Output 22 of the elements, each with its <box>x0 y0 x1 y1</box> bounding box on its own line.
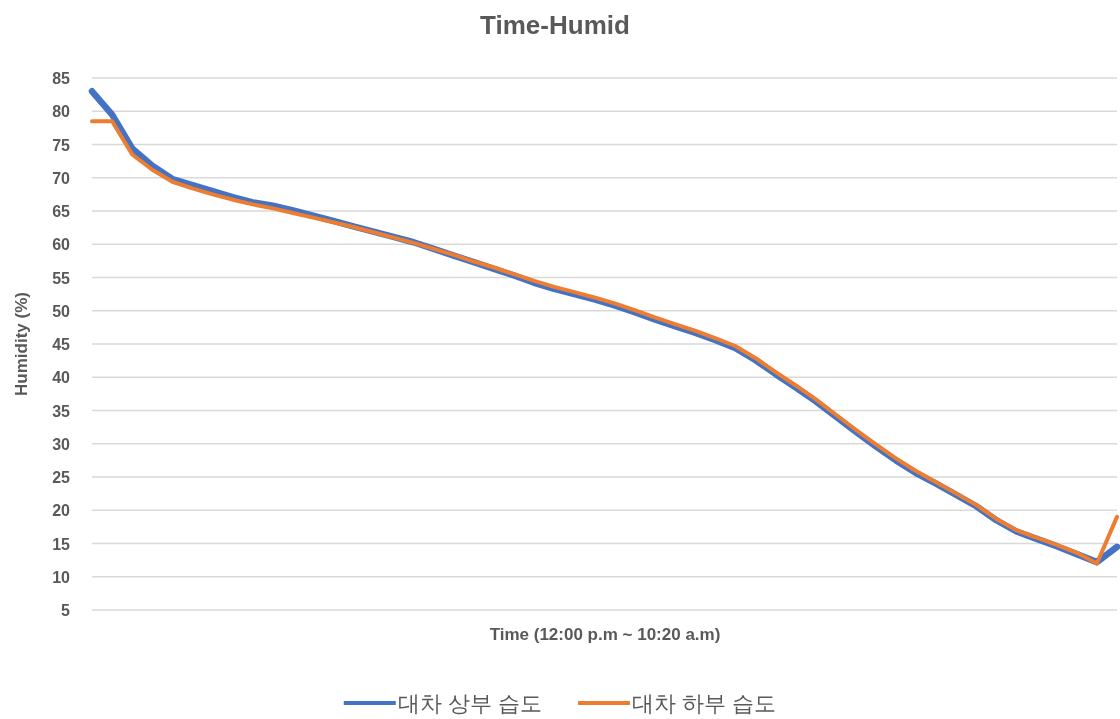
y-tick-label: 60 <box>52 236 71 254</box>
legend-label: 대차 상부 습도 <box>397 691 542 716</box>
y-tick-label: 35 <box>52 402 71 420</box>
y-tick-label: 80 <box>52 103 71 121</box>
y-tick-label: 45 <box>52 336 71 353</box>
y-tick-label: 85 <box>52 70 71 87</box>
y-tick-label: 50 <box>52 302 71 320</box>
y-tick-label: 75 <box>52 136 71 154</box>
y-tick-label: 15 <box>52 535 71 553</box>
y-tick-label: 30 <box>52 435 71 453</box>
x-axis-title: Time (12:00 p.m ~ 10:20 a.m) <box>489 625 721 644</box>
y-tick-label: 65 <box>52 203 71 220</box>
y-tick-label: 20 <box>52 502 71 520</box>
y-axis-title: Humidity (%) <box>12 292 31 396</box>
chart-title: Time-Humid <box>480 10 630 40</box>
y-tick-label: 70 <box>52 169 71 187</box>
y-tick-label: 10 <box>52 568 71 586</box>
y-tick-label: 25 <box>52 469 71 486</box>
y-tick-label: 5 <box>61 602 71 619</box>
legend-label: 대차 하부 습도 <box>632 691 777 716</box>
y-tick-label: 55 <box>52 269 71 287</box>
y-tick-label: 40 <box>52 369 71 387</box>
